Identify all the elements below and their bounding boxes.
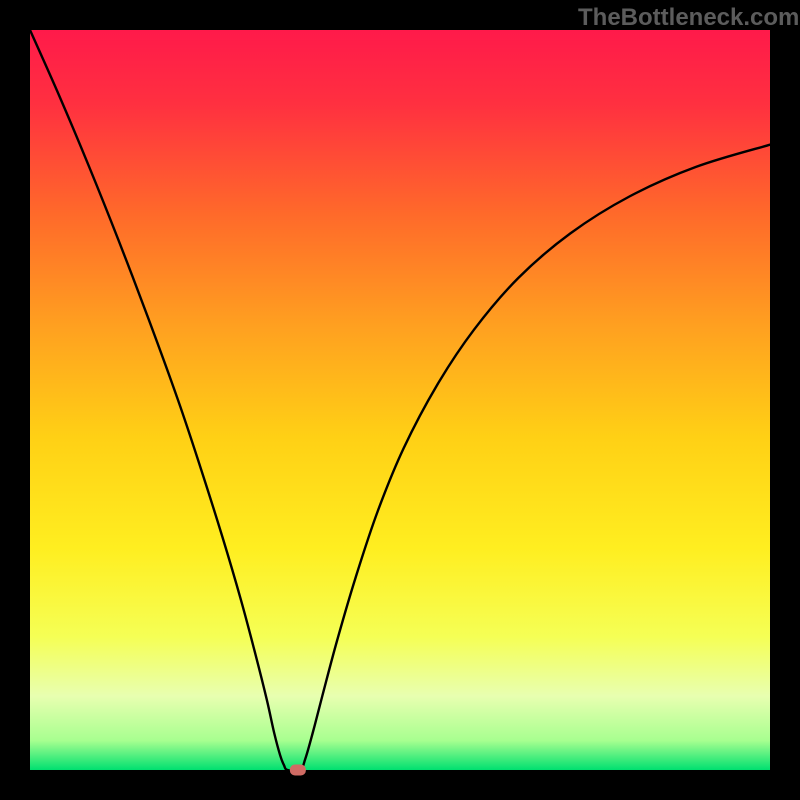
plot-background [30, 30, 770, 770]
watermark-label: TheBottleneck.com [578, 4, 799, 32]
minimum-marker [290, 765, 306, 776]
bottleneck-chart [0, 0, 800, 800]
